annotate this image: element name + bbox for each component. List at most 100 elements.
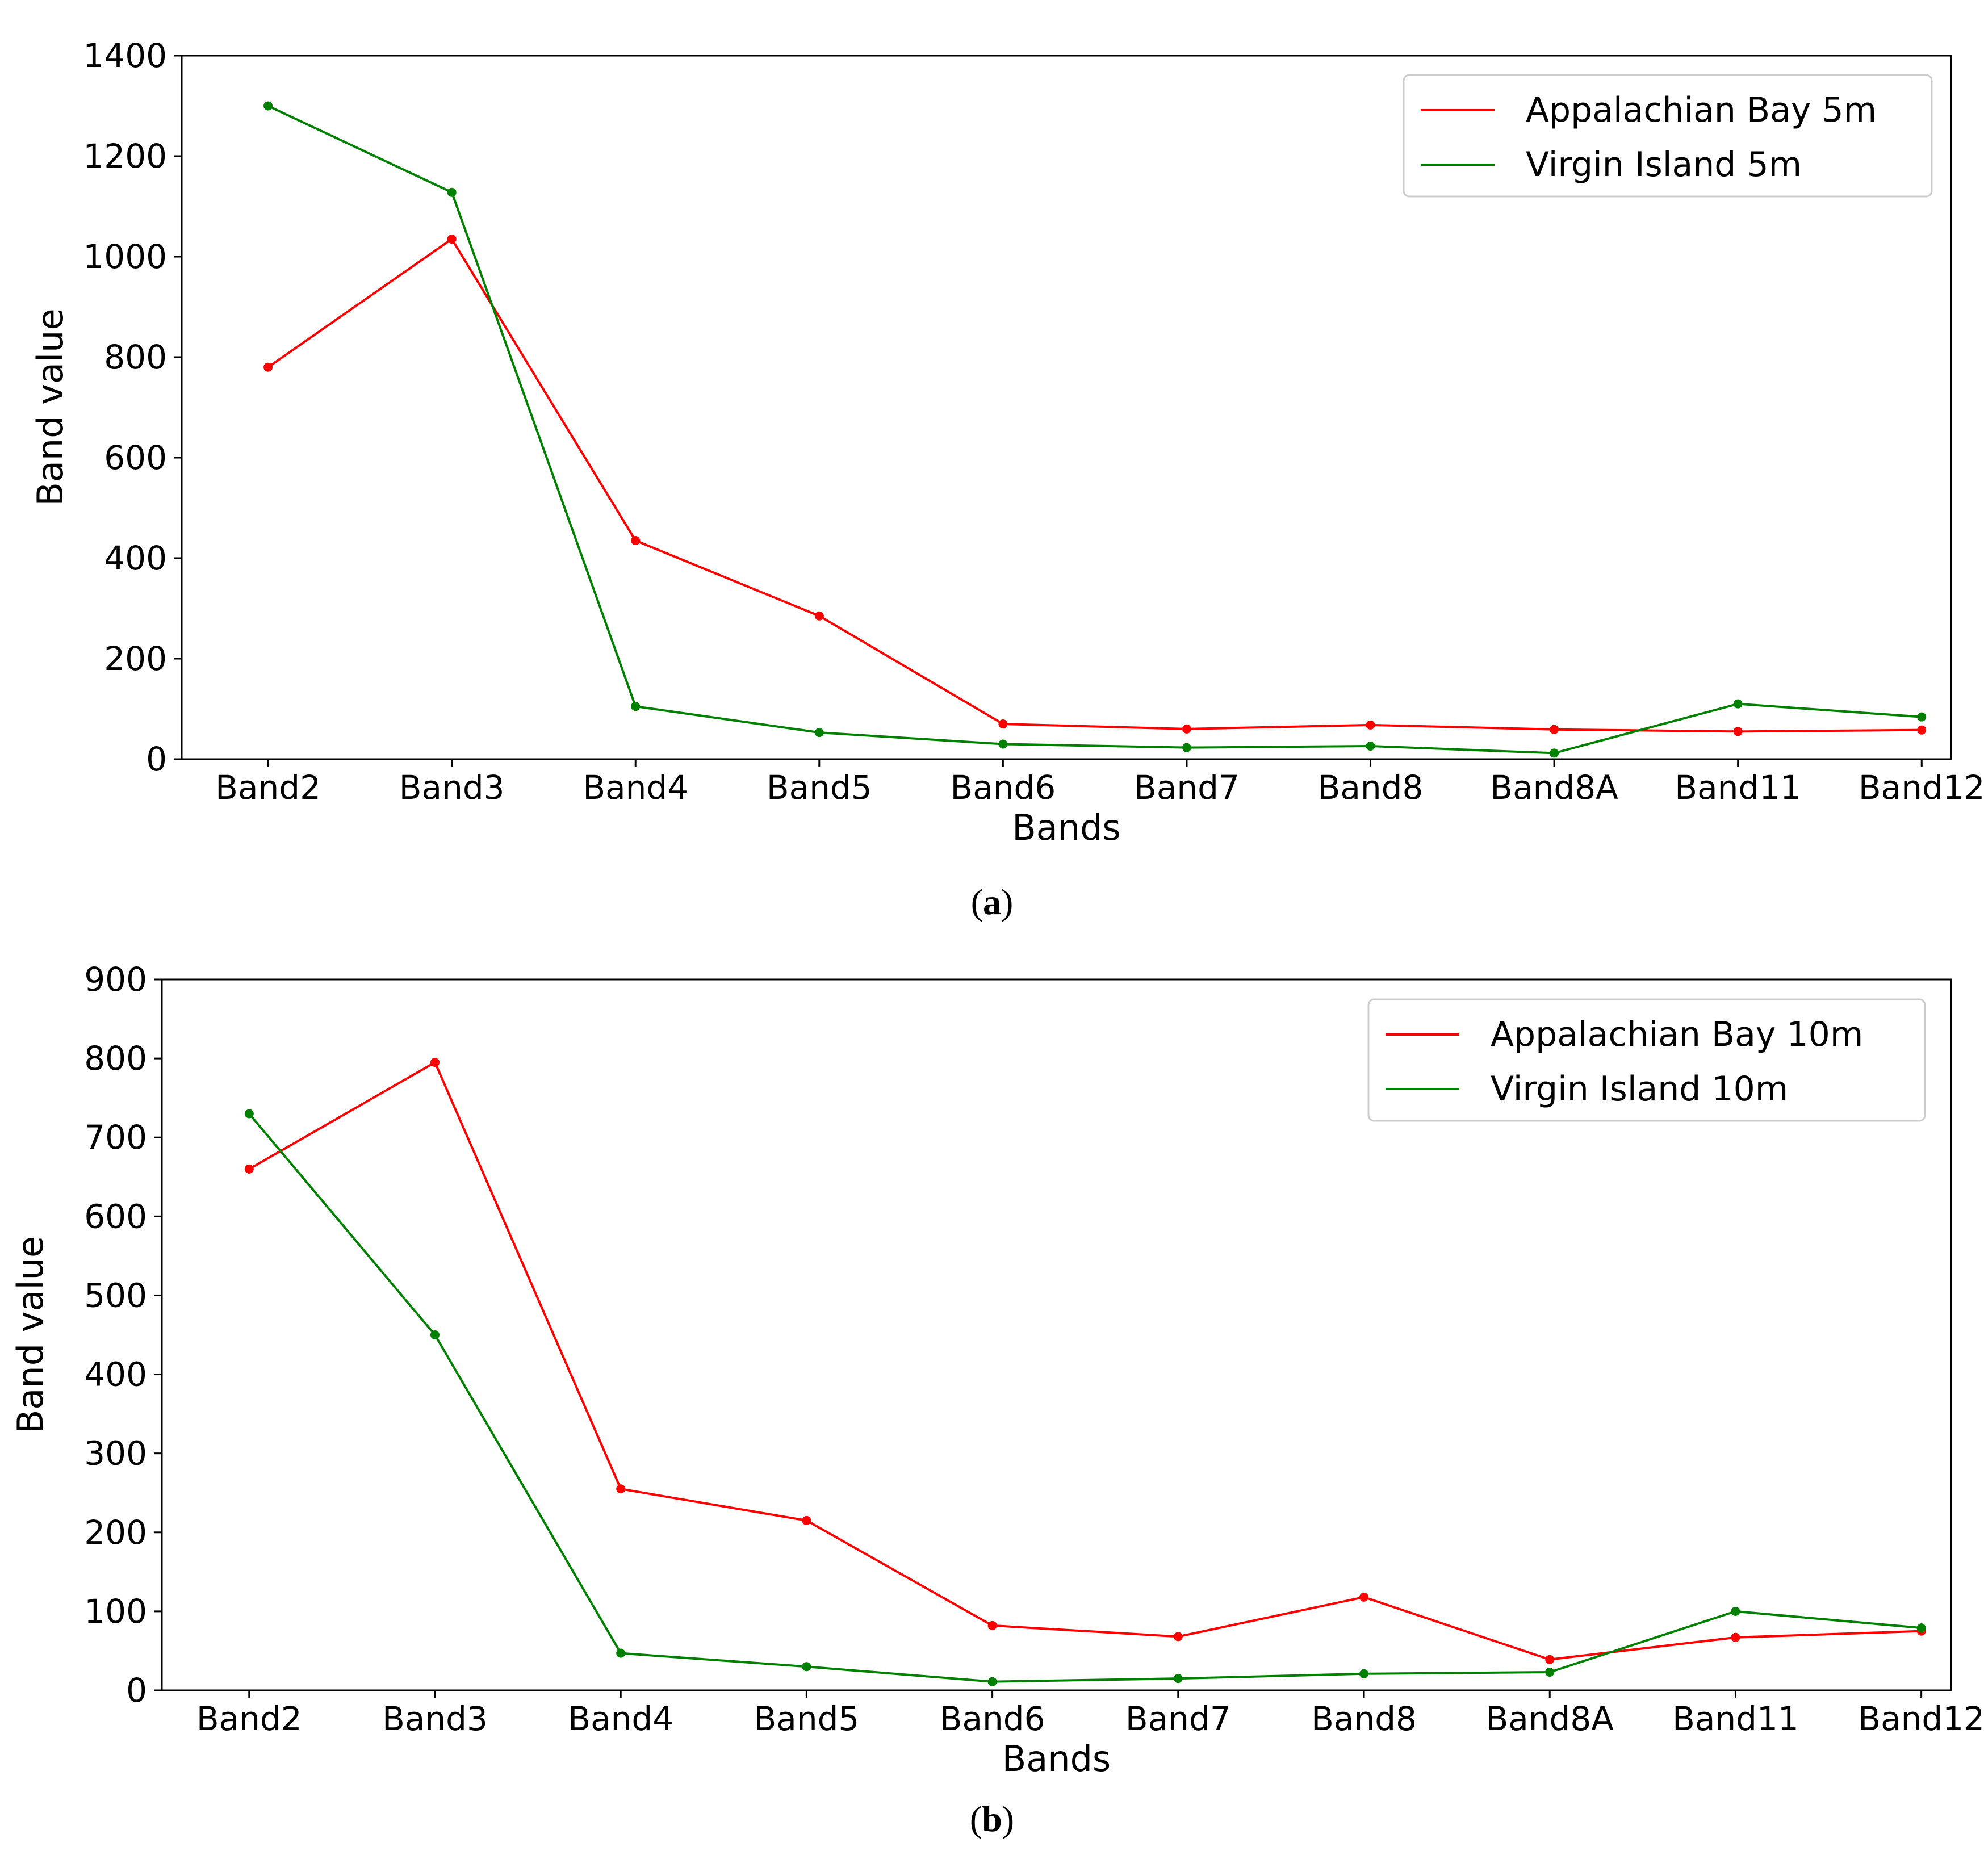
series-line-1 [248, 1061, 1922, 1661]
x-axis-label: Bands [1002, 1738, 1111, 1779]
series-2-point [244, 1109, 254, 1119]
series-1-point [1359, 1592, 1369, 1602]
series-1-point [1550, 725, 1559, 734]
x-tick-label: Band6 [950, 768, 1056, 807]
series-2-point [631, 702, 641, 711]
series-1-point [1366, 720, 1375, 730]
y-tick-label: 600 [104, 438, 167, 477]
x-tick-label: Band6 [940, 1699, 1045, 1738]
series-2-point [447, 187, 457, 197]
x-tick-label: Band3 [382, 1699, 488, 1738]
y-tick-label: 400 [104, 539, 167, 577]
y-tick-label: 900 [84, 960, 147, 999]
x-tick-label: Band7 [1125, 1699, 1231, 1738]
x-tick-label: Band4 [568, 1699, 673, 1738]
y-tick-label: 700 [84, 1118, 147, 1157]
x-tick-label: Band11 [1675, 768, 1801, 807]
legend-box [1403, 74, 1933, 198]
series-1-point [447, 235, 457, 244]
chart-panel-b: 0 100 200 300 400 500 600 700 800 900 Band2 Band3 Ba… [10, 960, 1984, 1779]
x-tick-label: Band11 [1672, 1699, 1799, 1738]
panel-caption: (b) [970, 1799, 1014, 1839]
legend-label: Appalachian Bay 10m [1491, 1015, 1863, 1054]
legend-label: Appalachian Bay 5m [1526, 90, 1877, 130]
y-tick-label: 800 [104, 338, 167, 376]
y-tick-label: 1200 [83, 137, 167, 175]
series-2-point [616, 1648, 626, 1658]
y-tick-label: 0 [146, 740, 167, 778]
series-2-point [1366, 741, 1375, 751]
series-2-point [1182, 743, 1191, 752]
series-2-point [1545, 1668, 1555, 1677]
series-1-point [987, 1620, 997, 1630]
y-tick-label: 600 [84, 1197, 147, 1236]
x-tick-label: Band8 [1318, 768, 1424, 807]
x-tick-label: Band5 [767, 768, 872, 807]
x-tick-label: Band5 [754, 1699, 860, 1738]
series-1-point [1917, 725, 1927, 735]
series-2-point [1173, 1674, 1183, 1684]
series-1-point [616, 1484, 626, 1494]
y-axis-label: Band value [10, 1236, 51, 1434]
series-2-point [814, 728, 824, 738]
x-tick-label: Band8A [1485, 1699, 1614, 1738]
y-tick-label: 1400 [83, 36, 167, 75]
chart-panel-a: 0 200 400 600 800 1000 1200 1400 Band2 Band3 Band4… [30, 36, 1984, 848]
y-tick-label: 200 [84, 1513, 147, 1552]
series-line-2 [248, 1113, 1922, 1683]
plot-frame [161, 978, 1952, 1691]
panel-caption: (a) [971, 882, 1014, 922]
series-2-point [263, 101, 273, 111]
series-1-point [263, 362, 273, 372]
y-tick-label: 800 [84, 1039, 147, 1078]
x-tick-label: Band7 [1134, 768, 1240, 807]
series-1-point [998, 719, 1008, 729]
y-tick-label: 500 [84, 1276, 147, 1314]
series-1-point [430, 1058, 440, 1067]
y-tick-label: 300 [84, 1434, 147, 1473]
series-1-point [814, 611, 824, 621]
legend: Appalachian Bay 10m Virgin Island 10m [1367, 998, 1926, 1122]
series-2-point [987, 1677, 997, 1686]
series-1-point [631, 536, 641, 546]
legend: Appalachian Bay 5m Virgin Island 5m [1403, 74, 1933, 198]
x-tick-label: Band4 [583, 768, 688, 807]
series-2-point [1550, 748, 1559, 758]
y-tick-label: 1000 [83, 237, 167, 276]
y-tick-label: 0 [126, 1671, 147, 1710]
series-2-point [1731, 1606, 1740, 1616]
series-1-point [1731, 1632, 1740, 1642]
series-2-point [1916, 1623, 1926, 1633]
legend-box [1367, 998, 1926, 1122]
x-tick-label: Band2 [196, 1699, 302, 1738]
series-2-point [430, 1330, 440, 1339]
series-line-2 [267, 104, 1922, 755]
series-1-point [1182, 724, 1191, 734]
series-2-point [1917, 712, 1927, 722]
series-line-1 [267, 238, 1922, 733]
series-1-point [1733, 727, 1743, 736]
series-1-point [1173, 1632, 1183, 1642]
y-axis-label: Band value [30, 308, 71, 506]
series-1-point [1545, 1655, 1555, 1664]
y-tick-label: 200 [104, 639, 167, 678]
series-2-point [1733, 699, 1743, 709]
series-2-point [802, 1662, 811, 1672]
series-2-point [998, 739, 1008, 749]
series-1-point [244, 1164, 254, 1174]
y-tick-label: 100 [84, 1592, 147, 1631]
legend-label: Virgin Island 5m [1526, 145, 1802, 185]
x-tick-label: Band8 [1311, 1699, 1417, 1738]
x-tick-label: Band12 [1858, 1699, 1984, 1738]
x-tick-label: Band3 [399, 768, 505, 807]
plot-frame [181, 55, 1952, 760]
x-tick-label: Band2 [215, 768, 321, 807]
x-tick-label: Band8A [1490, 768, 1618, 807]
x-tick-label: Band12 [1859, 768, 1984, 807]
x-axis-label: Bands [1012, 807, 1120, 848]
series-2-point [1359, 1669, 1369, 1678]
legend-label: Virgin Island 10m [1491, 1069, 1788, 1109]
series-1-point [802, 1515, 811, 1525]
y-tick-label: 400 [84, 1355, 147, 1394]
